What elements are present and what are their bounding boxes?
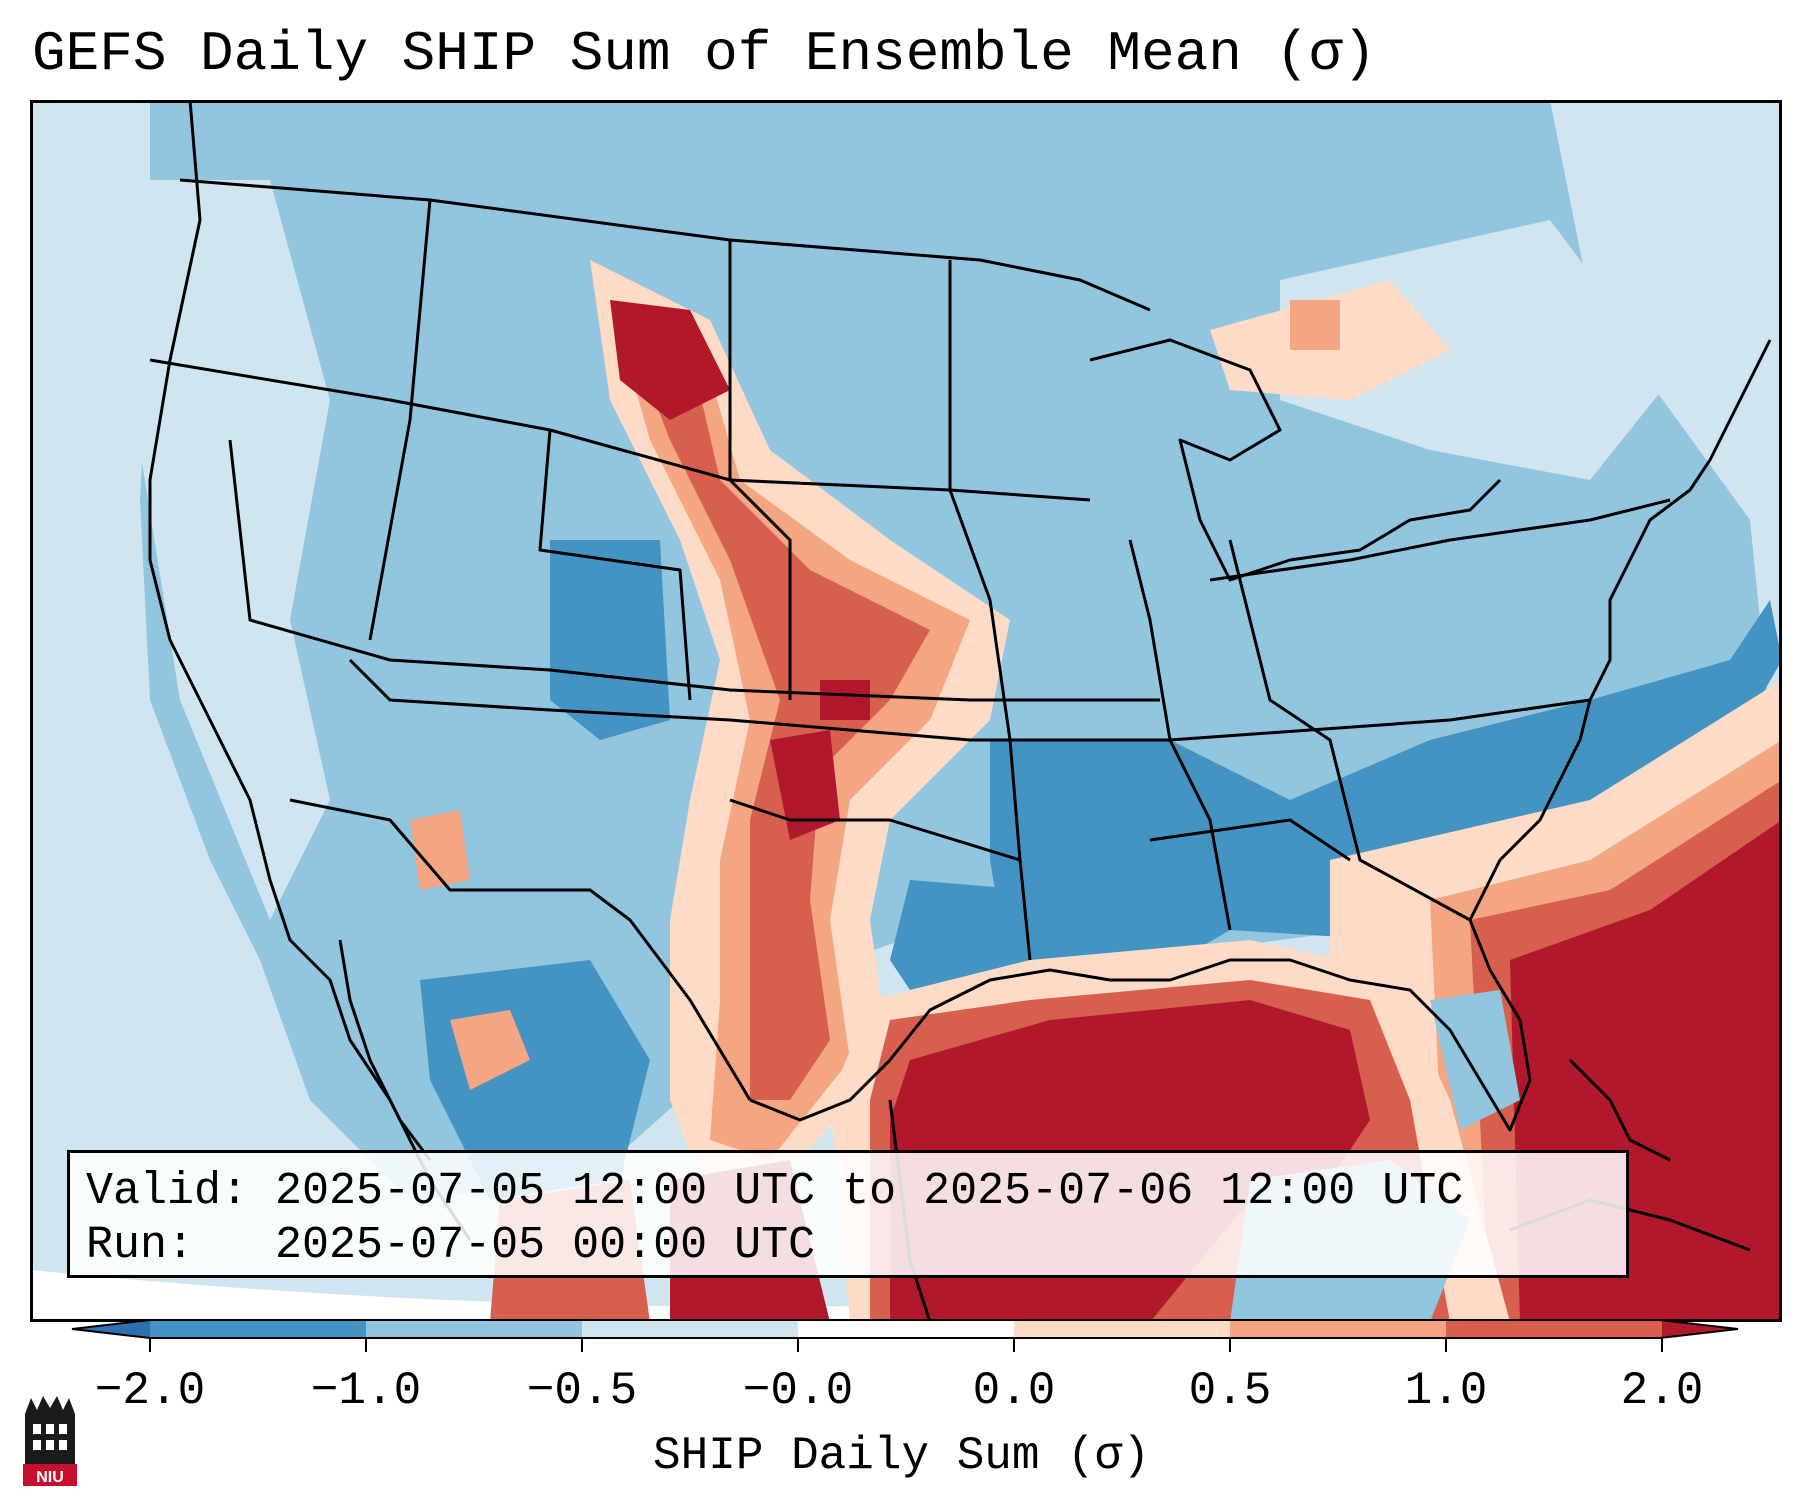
state-line-9 xyxy=(729,798,1032,961)
region-texas-core xyxy=(770,730,840,840)
coastline-baja xyxy=(338,939,432,1161)
map-panel xyxy=(30,100,1782,1322)
state-line-4 xyxy=(538,429,692,701)
state-line-1 xyxy=(149,358,1091,502)
valid-run-info-box: Valid: 2025-07-05 12:00 UTC to 2025-07-0… xyxy=(67,1150,1629,1278)
bahamas-outline xyxy=(1568,1058,1671,1162)
colorbar-bin xyxy=(798,1320,1014,1338)
coastline-gulf xyxy=(749,919,1532,1132)
run-label: Run: xyxy=(86,1220,195,1271)
region-canada-warm-core xyxy=(1290,300,1340,350)
colorbar-tick-label: −0.5 xyxy=(526,1365,638,1417)
niu-logo-text: NIU xyxy=(36,1469,64,1486)
state-line-3 xyxy=(348,658,1591,742)
region-southwest-warm xyxy=(410,810,470,890)
niu-logo: NIU xyxy=(23,1396,77,1486)
region-southeast-blue xyxy=(990,600,1782,1000)
run-time: 2025-07-05 00:00 UTC xyxy=(275,1220,816,1271)
coastline-east xyxy=(1468,339,1772,921)
colorbar-bin xyxy=(1446,1320,1662,1338)
region-florida-cool xyxy=(1430,990,1520,1130)
region-kansas-core xyxy=(820,680,870,720)
state-line-12 xyxy=(368,199,432,641)
valid-label: Valid: xyxy=(86,1166,249,1217)
state-line-8 xyxy=(1228,539,1471,922)
colorbar-bin xyxy=(1014,1320,1230,1338)
state-line-11 xyxy=(1209,498,1671,582)
region-colorado-blue xyxy=(550,540,670,740)
state-line-10 xyxy=(1149,818,1351,862)
colorbar-label: SHIP Daily Sum (σ) xyxy=(653,1430,1150,1482)
region-montana-core xyxy=(610,300,730,420)
region-baja-warm xyxy=(450,1010,530,1090)
colorbar-tick-label: −1.0 xyxy=(310,1365,422,1417)
colorbar-bin xyxy=(1230,1320,1446,1338)
state-line-5 xyxy=(728,240,792,700)
valid-time: 2025-07-05 12:00 UTC to 2025-07-06 12:00… xyxy=(275,1166,1464,1217)
state-line-7 xyxy=(1128,539,1232,931)
chart-title: GEFS Daily SHIP Sum of Ensemble Mean (σ) xyxy=(32,22,1377,86)
coastline-west xyxy=(148,100,472,1241)
colorbar-tick-label: 0.5 xyxy=(1188,1365,1272,1417)
state-line-2 xyxy=(228,439,1160,702)
colorbar-tick-label: −2.0 xyxy=(94,1365,206,1417)
border-mexico xyxy=(289,798,752,1101)
colorbar-tick-label: 0.0 xyxy=(972,1365,1056,1417)
colorbar-tick-label: 2.0 xyxy=(1620,1365,1704,1417)
colorbar-extension-high xyxy=(1662,1320,1738,1338)
colorbar-bin xyxy=(582,1320,798,1338)
colorbar-extension-low xyxy=(72,1320,150,1338)
colorbar-bin xyxy=(366,1320,582,1338)
colorbar-bin xyxy=(150,1320,366,1338)
colorbar-tick-label: −0.0 xyxy=(742,1365,854,1417)
state-line-6 xyxy=(948,260,1022,861)
border-canada xyxy=(179,178,1151,312)
great-lakes-outline xyxy=(1089,338,1502,582)
colorbar-tick-label: 1.0 xyxy=(1404,1365,1488,1417)
colorbar xyxy=(71,1319,1739,1352)
